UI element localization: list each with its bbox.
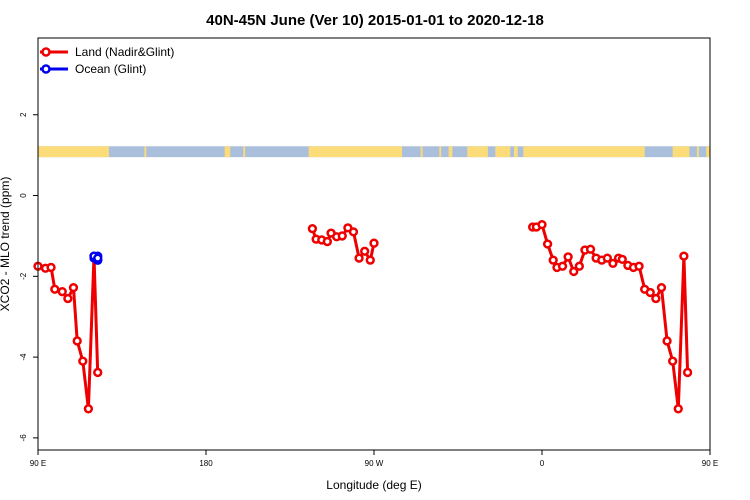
land-band — [38, 146, 109, 158]
y-tick-label: -4 — [19, 353, 28, 361]
data-point — [93, 253, 103, 263]
data-point — [337, 231, 347, 241]
data-point — [662, 336, 672, 346]
data-point — [645, 287, 655, 298]
land-band — [495, 146, 511, 158]
data-point — [602, 253, 612, 263]
land-band — [224, 146, 231, 158]
land-band — [514, 146, 518, 158]
data-point — [668, 356, 678, 366]
data-point — [563, 252, 573, 262]
series-line — [532, 223, 690, 411]
data-point — [50, 284, 60, 294]
land-ocean-strip — [38, 146, 710, 158]
data-point — [557, 261, 568, 271]
data-point — [656, 282, 667, 293]
land-band — [672, 146, 690, 158]
x-tick-label: 0 — [540, 459, 545, 468]
data-point — [682, 367, 693, 378]
series-line — [37, 254, 100, 411]
land-band — [706, 146, 710, 158]
land-band — [696, 146, 699, 158]
data-point — [634, 261, 644, 271]
y-tick-label: -6 — [19, 434, 28, 442]
data-point — [679, 251, 689, 261]
chart-title: 40N-45N June (Ver 10) 2015-01-01 to 2020… — [206, 12, 544, 29]
data-point — [63, 293, 73, 304]
land-band — [439, 146, 442, 158]
x-tick-label: 90 E — [702, 459, 718, 468]
data-point — [348, 227, 359, 237]
legend-marker-land — [41, 47, 51, 57]
data-point — [78, 356, 88, 366]
data-point — [57, 287, 67, 297]
data-point — [360, 246, 370, 256]
data-point — [307, 224, 318, 234]
y-tick-label: 2 — [19, 112, 28, 117]
land-band — [420, 146, 423, 158]
data-point — [369, 238, 379, 248]
x-tick-label: 180 — [199, 459, 213, 468]
legend-label-ocean: Ocean (Glint) — [75, 62, 146, 76]
data-point — [354, 253, 364, 263]
data-point — [365, 255, 375, 265]
y-axis-label: XCO2 - MLO trend (ppm) — [0, 177, 12, 312]
x-axis-label: Longitude (deg E) — [326, 478, 421, 492]
y-tick-label: 0 — [19, 193, 28, 198]
land-band — [308, 146, 402, 158]
data-point — [585, 244, 596, 254]
data-point — [548, 255, 558, 265]
series-layer — [33, 219, 693, 414]
data-point — [83, 404, 94, 414]
series-ocean — [89, 251, 103, 265]
data-point — [542, 239, 553, 249]
y-tick-label: -2 — [19, 272, 28, 280]
data-point — [537, 219, 547, 230]
y-axis: -6 -4 -2 0 2 — [19, 112, 38, 441]
land-band — [523, 146, 645, 158]
x-tick-label: 90 E — [30, 459, 46, 468]
land-band — [467, 146, 488, 158]
data-point — [322, 236, 332, 247]
legend: Land (Nadir&Glint) Ocean (Glint) — [40, 45, 174, 76]
land-band — [243, 146, 246, 158]
data-point — [569, 266, 579, 277]
x-tick-label: 90 W — [365, 459, 384, 468]
plot-frame — [37, 37, 711, 451]
data-point — [574, 261, 584, 271]
data-point — [617, 254, 627, 264]
data-point — [68, 282, 79, 293]
data-point — [608, 258, 618, 269]
legend-label-land: Land (Nadir&Glint) — [75, 45, 174, 59]
data-point — [46, 262, 56, 273]
data-point — [651, 293, 661, 304]
series-land — [33, 219, 693, 414]
land-band — [144, 146, 147, 158]
x-axis: 90 E 180 90 W 0 90 E — [30, 450, 718, 468]
data-point — [72, 336, 82, 346]
data-point — [93, 367, 103, 378]
land-band — [448, 146, 453, 158]
legend-marker-ocean — [41, 64, 51, 74]
data-point — [673, 404, 683, 414]
